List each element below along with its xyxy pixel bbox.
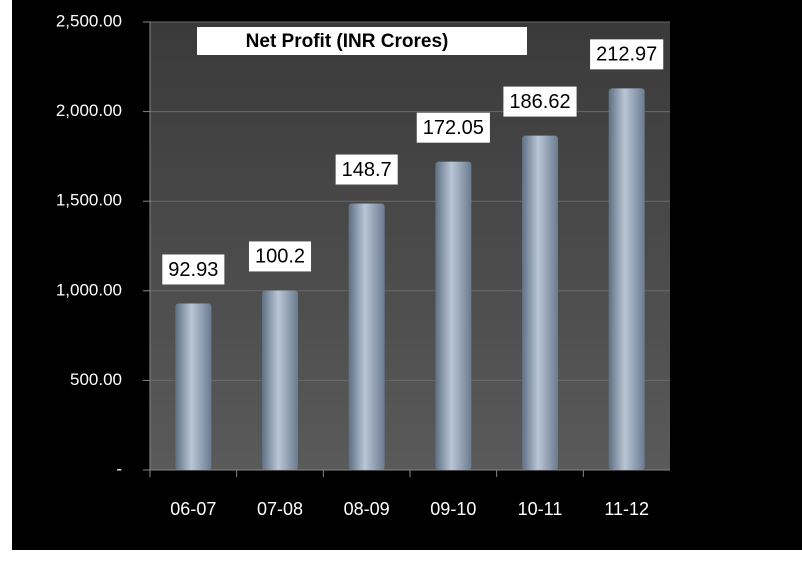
data-label: 148.7 bbox=[342, 159, 392, 181]
data-label-box bbox=[248, 241, 312, 272]
x-tick-label: 11-12 bbox=[604, 499, 649, 519]
x-tick-label: 09-10 bbox=[430, 499, 476, 519]
bar bbox=[608, 88, 645, 470]
x-tick-label: 10-11 bbox=[518, 499, 563, 519]
y-tick-label: 1,000.00 bbox=[56, 280, 122, 299]
bar bbox=[262, 290, 298, 470]
data-label: 186.62 bbox=[509, 91, 570, 113]
data-label-box bbox=[416, 112, 490, 143]
chart-title: Net Profit (INR Crores) bbox=[246, 31, 449, 52]
data-label-box bbox=[162, 254, 225, 285]
y-tick-label: 2,500.00 bbox=[56, 11, 122, 30]
bar bbox=[522, 135, 558, 470]
bar bbox=[348, 203, 385, 470]
bar bbox=[435, 161, 472, 470]
data-label: 92.93 bbox=[168, 259, 218, 281]
data-label-box bbox=[335, 154, 398, 185]
x-tick-label: 06-07 bbox=[170, 499, 216, 519]
data-label: 172.05 bbox=[423, 117, 484, 139]
data-label: 212.97 bbox=[596, 44, 657, 66]
bar bbox=[175, 303, 212, 470]
y-tick-label: 500.00 bbox=[70, 370, 122, 389]
data-label-box bbox=[590, 39, 664, 70]
y-tick-label: 2,000.00 bbox=[56, 101, 122, 120]
y-tick-label: 1,500.00 bbox=[56, 191, 122, 210]
plot-area bbox=[150, 22, 670, 470]
data-label: 100.2 bbox=[255, 246, 305, 268]
title-box bbox=[197, 27, 527, 55]
y-tick-label: - bbox=[116, 459, 122, 478]
data-label-box bbox=[503, 86, 577, 117]
x-tick-label: 07-08 bbox=[257, 499, 303, 519]
x-tick-label: 08-09 bbox=[344, 499, 390, 519]
